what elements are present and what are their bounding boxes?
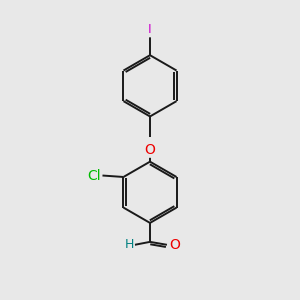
Text: I: I: [148, 23, 152, 36]
Text: H: H: [124, 238, 134, 251]
Text: Cl: Cl: [87, 169, 101, 182]
Text: O: O: [169, 238, 181, 252]
Text: O: O: [145, 143, 155, 157]
